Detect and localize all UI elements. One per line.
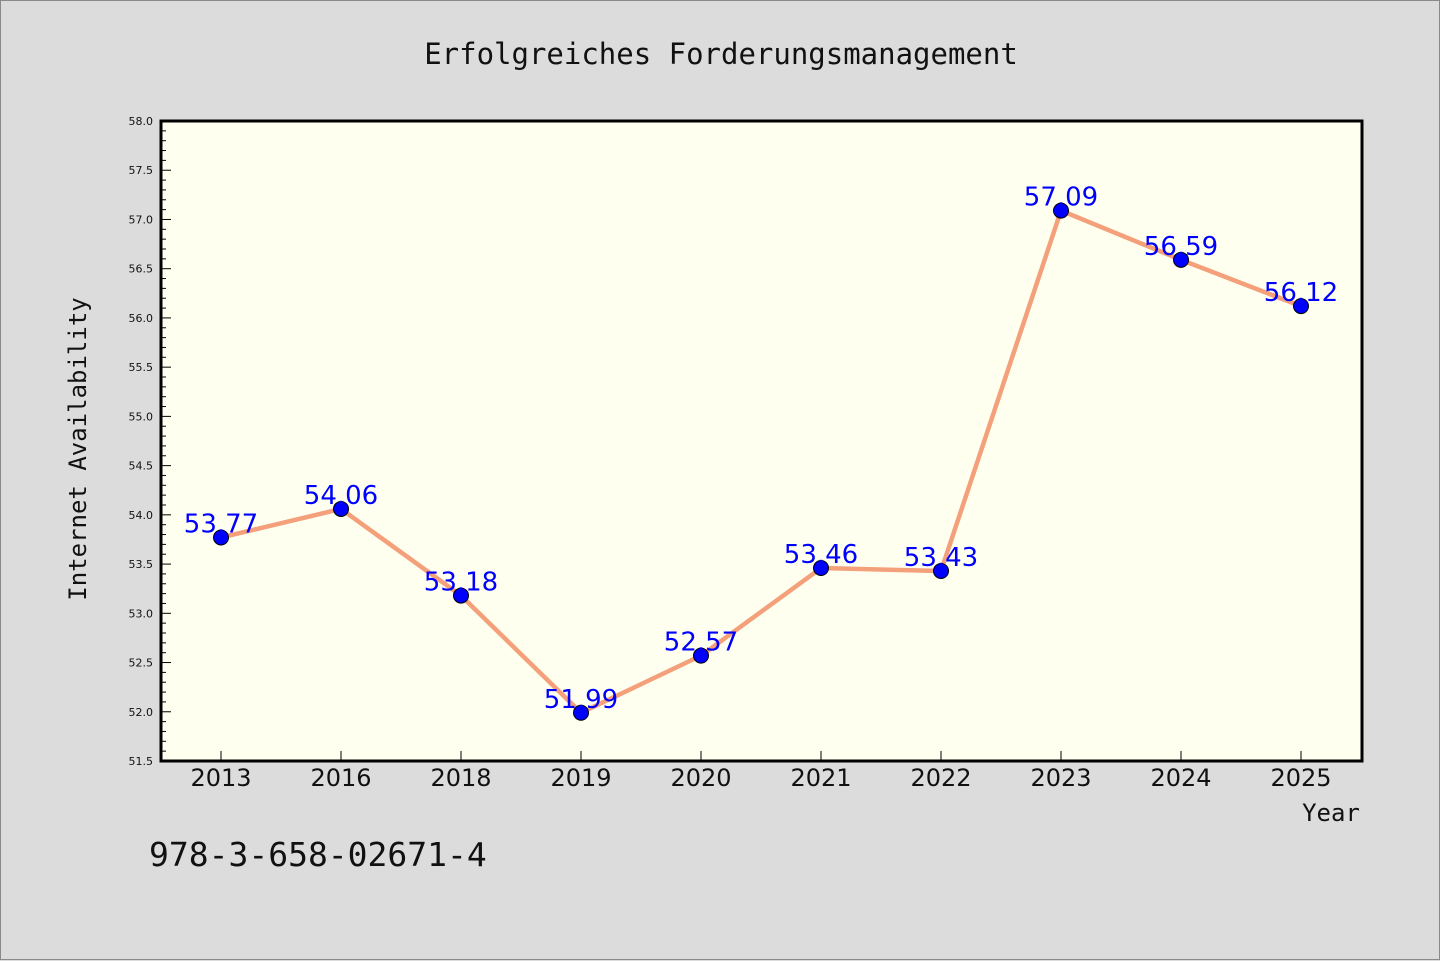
data-label: 54.06 <box>304 481 378 511</box>
y-tick-label: 52.0 <box>129 706 154 719</box>
data-point <box>453 587 469 604</box>
x-tick-label: 2025 <box>1270 764 1331 792</box>
x-axis: 2013 2016 2018 2019 2020 2021 2022 2023 2024 2025 <box>190 751 1332 792</box>
y-tick-label: 56.5 <box>129 263 154 276</box>
x-tick-label: 2016 <box>310 764 371 792</box>
x-tick-label: 2024 <box>1150 764 1211 792</box>
x-tick-label: 2019 <box>550 764 611 792</box>
x-tick-label: 2020 <box>670 764 731 792</box>
y-tick-label: 56.0 <box>129 312 154 325</box>
y-tick-label: 54.0 <box>129 509 154 522</box>
data-label: 57.09 <box>1024 183 1098 213</box>
y-tick-label: 53.0 <box>129 607 154 620</box>
x-tick-label: 2023 <box>1030 764 1091 792</box>
y-tick-label: 54.5 <box>129 460 154 473</box>
y-tick-label: 52.5 <box>129 657 154 670</box>
x-tick-label: 2013 <box>190 764 251 792</box>
x-tick-label: 2021 <box>790 764 851 792</box>
x-tick-label: 2018 <box>430 764 491 792</box>
series-line <box>218 208 1304 716</box>
y-tick-label: 53.5 <box>129 558 154 571</box>
data-label: 56.12 <box>1264 278 1338 308</box>
y-tick-label: 51.5 <box>129 755 154 768</box>
data-point <box>333 500 349 517</box>
y-tick-label: 57.0 <box>129 213 154 226</box>
series-layer <box>213 202 1309 721</box>
data-label: 53.18 <box>424 568 498 598</box>
x-tick-label: 2022 <box>910 764 971 792</box>
y-tick-label: 55.5 <box>129 361 154 374</box>
y-tick-label: 57.5 <box>129 164 154 177</box>
y-tick-label: 58.0 <box>129 115 154 128</box>
data-point <box>693 647 709 664</box>
chart-title: Erfolgreiches Forderungsmanagement <box>424 37 1018 71</box>
data-label: 52.57 <box>664 628 738 658</box>
y-tick-label: 55.0 <box>129 410 154 423</box>
data-point <box>933 562 949 579</box>
y-axis-title: Internet Availability <box>64 297 92 600</box>
data-label: 51.99 <box>544 685 618 715</box>
x-axis-title: Year <box>1302 799 1360 827</box>
data-label: 53.46 <box>784 540 858 570</box>
data-point <box>213 529 229 546</box>
data-point <box>573 704 589 721</box>
data-point <box>1173 251 1189 268</box>
plot-area <box>159 119 1364 763</box>
data-point <box>1053 202 1069 219</box>
isbn-text: 978-3-658-02671-4 <box>149 835 487 874</box>
data-label: 56.59 <box>1144 232 1218 262</box>
data-label-layer: 53.77 54.06 53.18 51.99 52.57 53.46 53.43 57.09… <box>184 183 1338 715</box>
data-point <box>813 560 829 577</box>
data-label: 53.43 <box>904 543 978 573</box>
data-point <box>1293 298 1309 315</box>
y-axis: 51.5 52.0 52.5 53.0 53.5 54.0 54.5 55.0 55.5 56.0… <box>129 115 171 768</box>
data-label: 53.77 <box>184 509 258 539</box>
